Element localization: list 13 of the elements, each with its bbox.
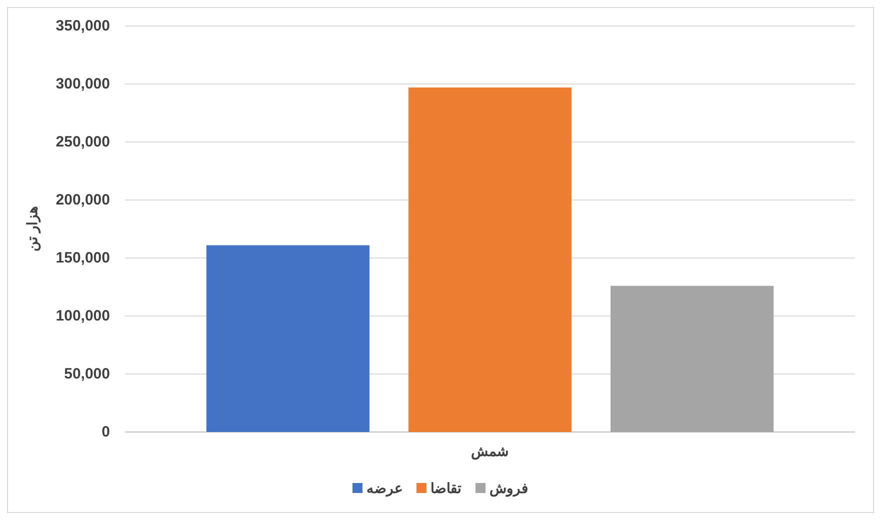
y-axis-title: هزار تن	[24, 206, 41, 252]
legend-label: تقاضا	[430, 480, 462, 496]
y-tick-label: 300,000	[56, 76, 110, 92]
y-tick-label: 350,000	[56, 18, 110, 34]
y-tick-label: 250,000	[56, 134, 110, 150]
y-tick-label: 100,000	[56, 308, 110, 324]
legend-label: عرضه	[366, 480, 402, 497]
y-tick-label: 150,000	[56, 250, 110, 266]
y-tick-label: 50,000	[64, 366, 110, 382]
legend-label: فروش	[490, 480, 528, 497]
y-tick-label: 0	[102, 424, 110, 440]
x-tick-label: شمش	[471, 443, 509, 460]
y-tick-label: 200,000	[56, 192, 110, 208]
